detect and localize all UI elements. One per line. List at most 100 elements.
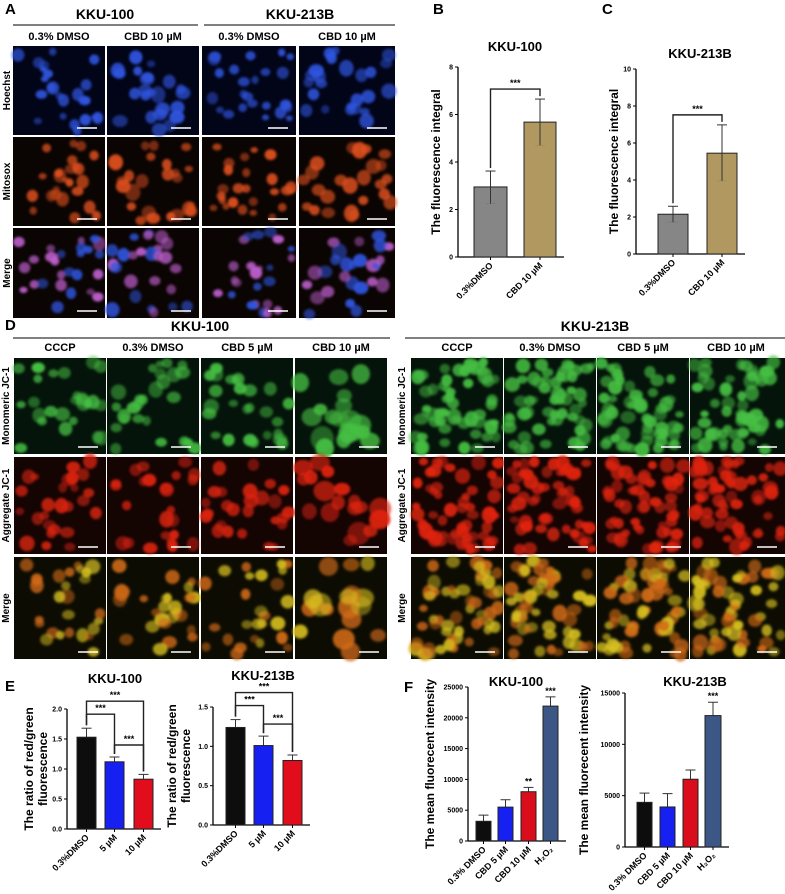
cell xyxy=(142,415,151,426)
cell xyxy=(670,528,684,540)
x-tick-label: 0.3%DMSO xyxy=(50,832,91,873)
cell xyxy=(477,367,493,385)
micrograph xyxy=(597,456,692,555)
cell xyxy=(603,586,618,599)
cell xyxy=(567,436,582,449)
cell xyxy=(486,535,499,546)
cell xyxy=(367,277,378,287)
cell xyxy=(508,440,520,450)
cell xyxy=(347,103,362,115)
cell xyxy=(169,110,185,124)
cell xyxy=(157,617,172,629)
cell xyxy=(455,537,469,550)
y-tick-label: 0 xyxy=(627,252,631,259)
cell xyxy=(136,247,147,256)
cell xyxy=(169,529,179,540)
cell xyxy=(170,168,180,178)
cell xyxy=(605,406,619,420)
cell xyxy=(546,644,556,655)
cell xyxy=(570,503,583,514)
significance-bracket xyxy=(234,691,294,752)
cell xyxy=(663,395,676,405)
micrograph xyxy=(687,355,785,455)
y-tick-label: 10000 xyxy=(601,742,621,749)
cells xyxy=(506,455,597,556)
cell xyxy=(15,507,25,516)
cell xyxy=(215,106,224,114)
cell xyxy=(126,401,141,414)
y-tick-label: 1.0 xyxy=(52,767,62,774)
cells xyxy=(292,453,392,546)
cell xyxy=(277,203,287,212)
chart-f1: KKU-100 0 5000 10000 15000 20000 25000 The mean… xyxy=(423,674,566,887)
cell xyxy=(92,269,104,280)
cell xyxy=(110,422,122,433)
cell xyxy=(546,589,559,599)
cell xyxy=(339,589,359,605)
y-tick-label: 25000 xyxy=(444,685,464,692)
cell xyxy=(529,456,540,468)
cell xyxy=(39,511,50,520)
cell xyxy=(62,501,74,513)
cell xyxy=(456,522,468,534)
cell xyxy=(36,278,49,289)
cell xyxy=(187,442,202,455)
cell xyxy=(689,426,703,440)
cell xyxy=(770,565,785,581)
cell xyxy=(242,231,254,241)
y-tick-label: 4 xyxy=(449,160,453,167)
cell xyxy=(523,625,532,634)
cell xyxy=(447,585,456,594)
cell xyxy=(484,506,496,517)
cell xyxy=(94,608,106,620)
cell xyxy=(159,482,172,494)
cell xyxy=(345,298,356,309)
cell xyxy=(746,475,757,486)
cell xyxy=(558,487,568,497)
cell xyxy=(743,372,759,390)
cell xyxy=(339,59,354,77)
cell xyxy=(501,421,517,434)
cell xyxy=(687,358,701,372)
cell xyxy=(338,422,358,444)
cell xyxy=(80,79,92,91)
cell xyxy=(19,535,35,552)
cell xyxy=(201,497,211,509)
cell xyxy=(231,278,242,288)
cell xyxy=(237,76,250,87)
cell xyxy=(247,262,255,269)
cell xyxy=(185,205,198,217)
cell xyxy=(625,556,638,570)
significance-bracket xyxy=(489,88,541,169)
cell xyxy=(272,433,288,447)
cell xyxy=(523,474,539,490)
cell xyxy=(492,457,505,469)
cell xyxy=(253,282,262,291)
cell xyxy=(523,520,534,531)
column-header: 0.3% DMSO xyxy=(28,31,90,43)
cell xyxy=(264,226,277,238)
cell xyxy=(59,112,67,120)
cell xyxy=(198,576,212,591)
micrograph xyxy=(501,358,596,455)
cell xyxy=(161,357,173,369)
cell xyxy=(70,395,83,405)
cell xyxy=(247,99,258,108)
cell xyxy=(225,374,238,385)
y-tick-label: 0.5 xyxy=(52,797,62,804)
cell xyxy=(129,463,142,477)
cell xyxy=(266,173,278,186)
cell xyxy=(76,174,89,189)
cell xyxy=(732,476,748,491)
cell xyxy=(715,508,729,520)
cells xyxy=(213,226,296,318)
cell xyxy=(428,511,439,520)
cell xyxy=(187,632,198,642)
cell xyxy=(768,581,779,592)
cell xyxy=(135,174,149,189)
cell xyxy=(530,494,541,503)
cell xyxy=(665,499,677,513)
cell xyxy=(439,408,451,417)
cell xyxy=(48,369,59,378)
